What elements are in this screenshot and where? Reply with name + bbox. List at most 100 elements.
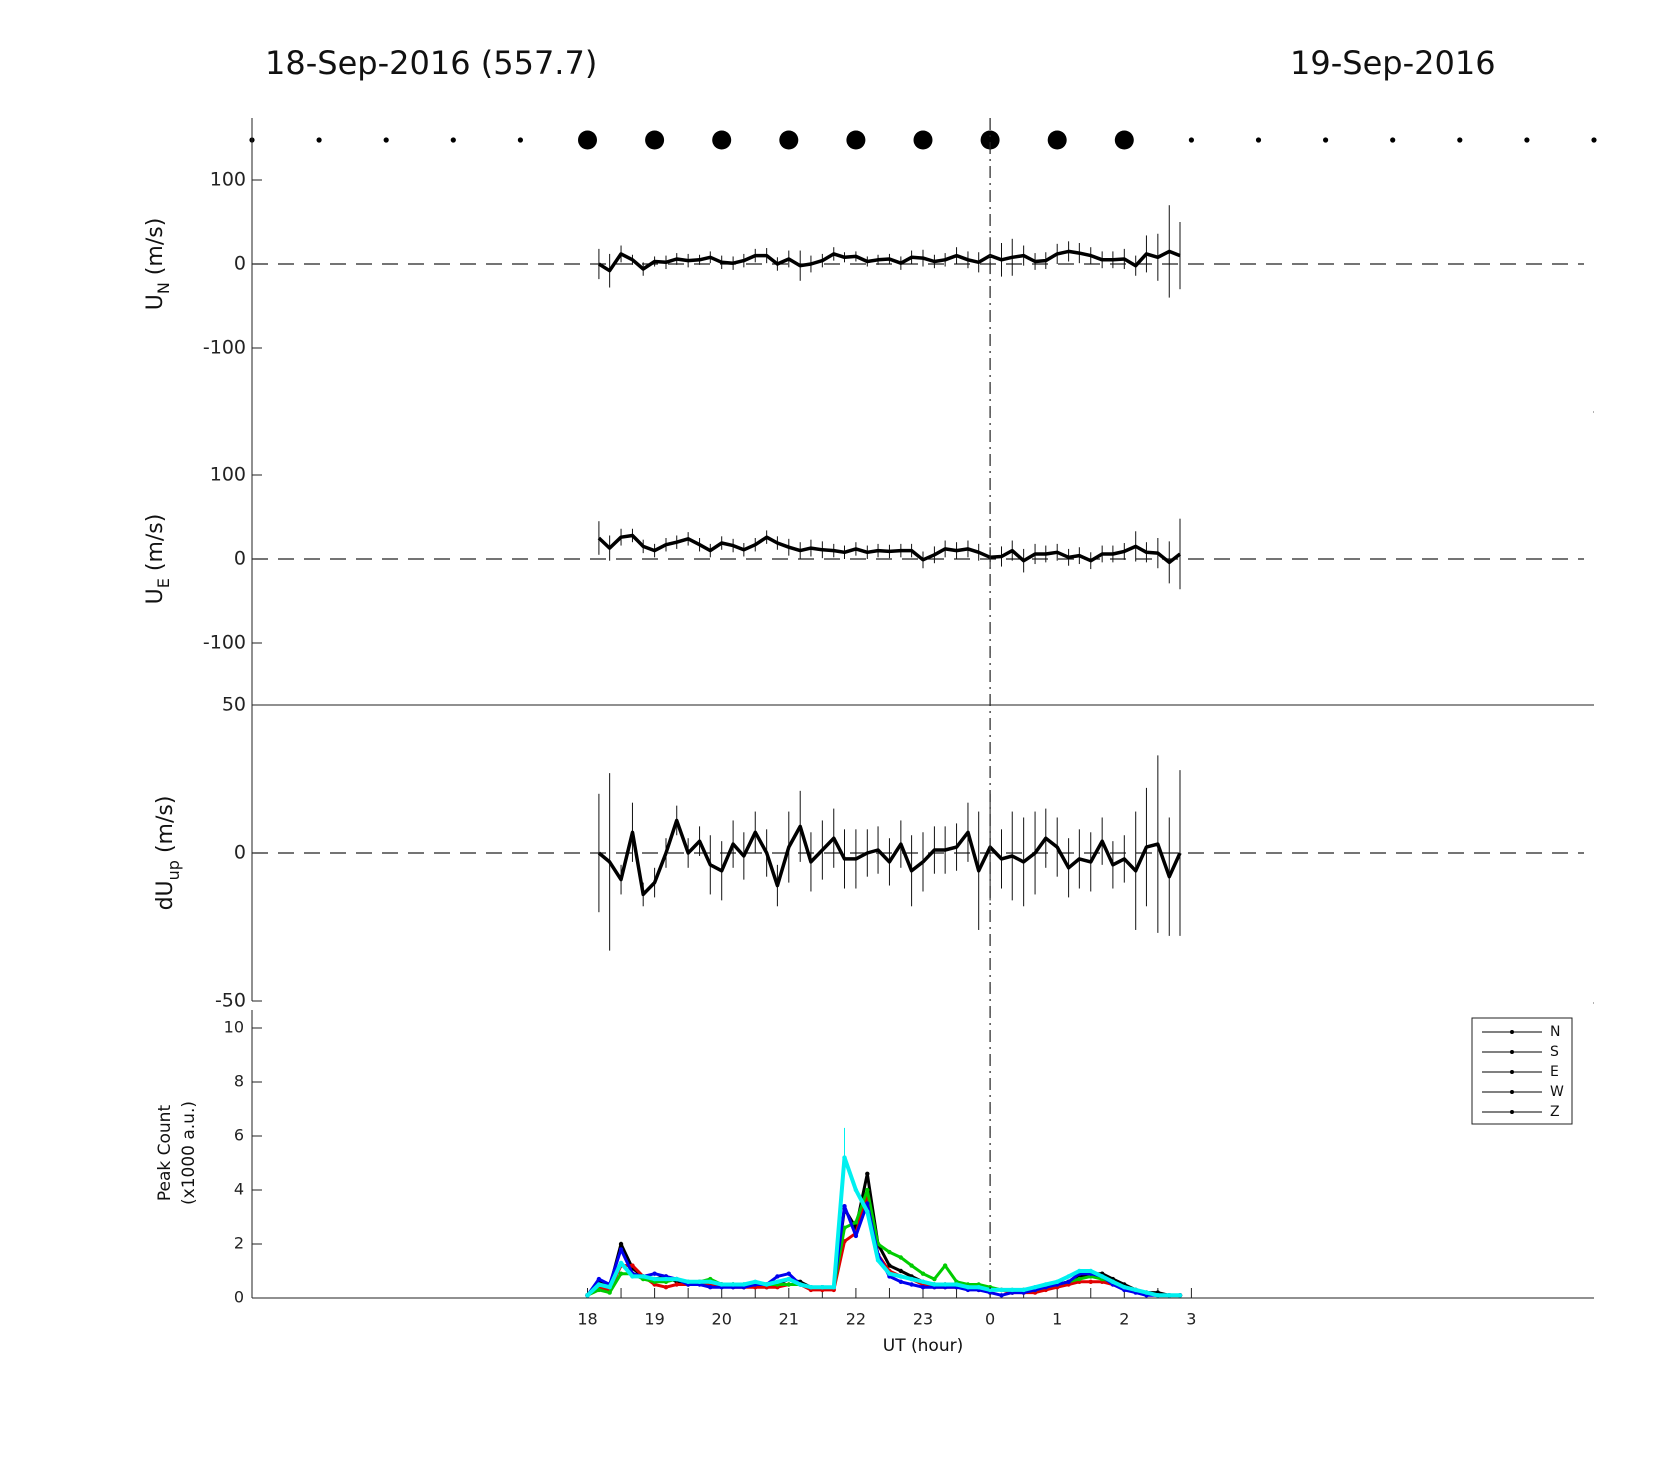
ue-y-label-text: UE (m/s) [143, 514, 173, 605]
peak-count-point-W [786, 1271, 791, 1276]
peak-count-point-Z [640, 1274, 646, 1279]
ue-y-tick-label: 0 [234, 548, 246, 570]
peak-count-point-N [898, 1268, 904, 1274]
observation-dot [846, 130, 866, 150]
un-y-tick-label: 100 [210, 169, 246, 191]
un-series-line [597, 249, 1181, 273]
peak-count-point-Z [741, 1282, 747, 1287]
peak-count-point-W [842, 1204, 847, 1209]
observation-dot [1047, 130, 1067, 150]
observation-dot [517, 137, 524, 143]
peak-count-point-Z [786, 1276, 791, 1282]
ue-y-tick-label: 100 [210, 464, 246, 486]
ue-y-label: UE (m/s) [143, 514, 173, 605]
peak-count-point-W [865, 1201, 870, 1206]
peak-count-point-Z [1010, 1287, 1015, 1293]
observation-dot [980, 130, 1000, 150]
un-y-tick-label: -100 [203, 337, 246, 359]
observation-dot [645, 130, 665, 150]
observation-dot [1255, 137, 1262, 143]
peak-count-x-tick-label: 1 [1052, 1310, 1062, 1329]
peak-count-point-W [708, 1285, 713, 1290]
peak-count-y-tick-label: 0 [234, 1288, 244, 1307]
peak-count-point-Z [1066, 1274, 1071, 1279]
peak-count-point-Z [898, 1274, 904, 1279]
peak-count-point-S [1088, 1279, 1093, 1285]
peak-count-point-Z [1144, 1290, 1149, 1295]
dup-y-label-text: dUup (m/s) [153, 796, 183, 911]
peak-count-point-Z [1032, 1285, 1038, 1290]
peak-count-y-tick-label: 6 [234, 1126, 244, 1145]
peak-count-point-E [618, 1271, 624, 1276]
peak-count-point-Z [954, 1282, 959, 1287]
peak-count-point-Z [865, 1209, 870, 1214]
observation-dot [1524, 137, 1530, 143]
peak-count-point-E [865, 1187, 870, 1193]
dup-series-line [597, 818, 1182, 897]
peak-count-point-W [775, 1274, 780, 1279]
peak-count-point-Z [719, 1282, 724, 1287]
observation-dot [383, 137, 389, 143]
observation-dot [1591, 137, 1597, 143]
chart-title-right: 19-Sep-2016 [1290, 44, 1496, 82]
peak-count-y-label: Peak Count [155, 1105, 175, 1202]
peak-count-x-tick-label: 22 [846, 1310, 866, 1329]
peak-count-y-tick-label: 8 [234, 1072, 244, 1091]
dup-y-tick-label: 50 [222, 694, 246, 716]
peak-count-point-W [596, 1276, 602, 1282]
peak-count-point-Z [697, 1279, 702, 1285]
peak-count-point-E [898, 1255, 904, 1260]
peak-count-point-W [618, 1247, 624, 1252]
peak-count-point-E [909, 1263, 914, 1268]
peak-count-x-tick-label: 0 [985, 1310, 995, 1329]
peak-count-point-E [887, 1249, 892, 1255]
peak-count-point-W [920, 1285, 926, 1290]
peak-count-point-Z [652, 1276, 657, 1282]
ue-series-line [597, 533, 1182, 565]
peak-count-point-Z [730, 1282, 736, 1287]
peak-count-y-tick-label: 2 [234, 1234, 244, 1253]
peak-count-point-Z [798, 1282, 803, 1287]
peak-count-x-tick-label: 3 [1186, 1310, 1196, 1329]
peak-count-point-W [898, 1279, 904, 1285]
legend-label-S: S [1550, 1044, 1559, 1060]
peak-count-point-Z [820, 1285, 825, 1290]
peak-count-point-Z [976, 1285, 981, 1290]
peak-count-x-tick-label: 18 [577, 1310, 597, 1329]
peak-count-point-S [663, 1285, 669, 1290]
peak-count-point-E [786, 1282, 791, 1287]
legend-marker-S [1510, 1050, 1514, 1054]
legend-marker-E [1510, 1070, 1514, 1074]
observation-dot [1114, 130, 1134, 150]
peak-count-point-Z [1167, 1293, 1172, 1298]
legend-label-N: N [1550, 1024, 1560, 1040]
peak-count-point-Z [753, 1279, 758, 1285]
peak-count-point-Z [965, 1285, 971, 1290]
ue-y-tick-label: -100 [203, 632, 246, 654]
legend-label-E: E [1550, 1064, 1559, 1080]
peak-count-point-Z [887, 1271, 892, 1276]
dup-y-tick-label: 0 [234, 842, 246, 864]
peak-count-point-Z [842, 1155, 847, 1160]
peak-count-point-W [853, 1233, 859, 1239]
peak-count-point-Z [987, 1287, 993, 1293]
peak-count-point-Z [1133, 1287, 1138, 1293]
peak-count-point-Z [808, 1285, 814, 1290]
legend-marker-Z [1510, 1110, 1514, 1114]
observation-dot [779, 130, 799, 150]
peak-count-point-E [842, 1225, 847, 1231]
peak-count-point-S [630, 1263, 635, 1268]
peak-count-point-E [607, 1290, 612, 1295]
peak-count-point-Z [685, 1279, 691, 1285]
peak-count-point-Z [853, 1187, 859, 1193]
peak-count-point-W [652, 1271, 657, 1276]
peak-count-point-Z [942, 1282, 948, 1287]
peak-count-point-W [1066, 1279, 1071, 1285]
peak-count-x-tick-label: 19 [644, 1310, 664, 1329]
peak-count-point-Z [607, 1285, 612, 1290]
peak-count-point-Z [1122, 1285, 1127, 1290]
peak-count-point-Z [764, 1282, 769, 1287]
peak-count-x-tick-label: 20 [712, 1310, 732, 1329]
peak-count-point-Z [1099, 1274, 1105, 1279]
